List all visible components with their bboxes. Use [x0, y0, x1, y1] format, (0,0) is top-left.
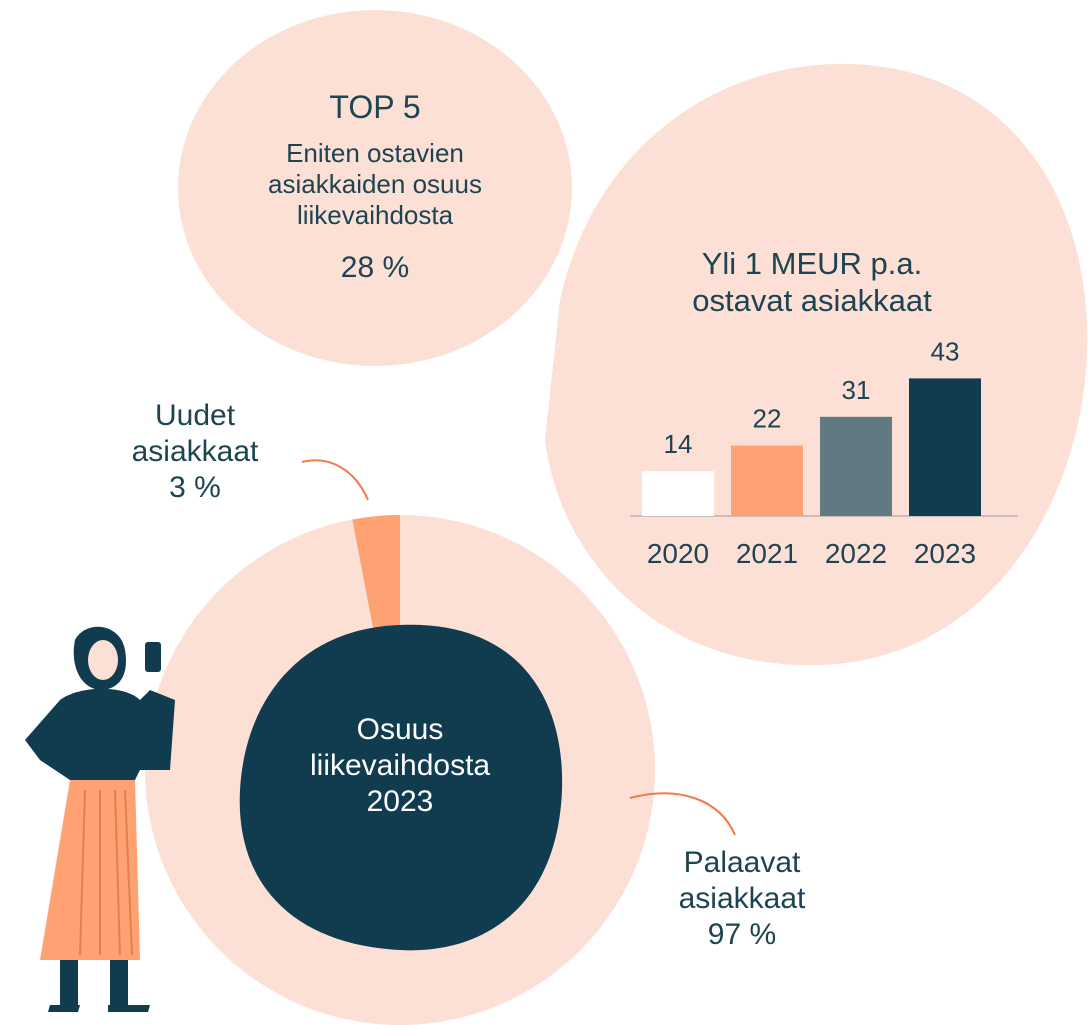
donut-title: Osuus liikevaihdosta 2023: [310, 712, 490, 820]
top5-text: Eniten ostavien asiakkaiden osuus liikev…: [244, 138, 506, 232]
value-label: 3 %: [120, 470, 270, 506]
x-tick-label: 2021: [736, 538, 798, 569]
bar: [909, 378, 981, 516]
category-label: Palaavat asiakkaat: [655, 845, 830, 917]
category-label: Uudet asiakkaat: [120, 398, 270, 470]
bar: [820, 417, 892, 516]
value-label: 31: [842, 375, 871, 405]
x-tick-label: 2023: [914, 538, 976, 569]
top5-title: TOP 5: [329, 88, 420, 126]
value-label: 22: [753, 404, 782, 434]
bar-title: Yli 1 MEUR p.a. ostavat asiakkaat: [662, 245, 962, 319]
x-tick-label: 2020: [647, 538, 709, 569]
value-label: 14: [664, 429, 693, 459]
bar: [731, 446, 803, 516]
leader-line: [302, 460, 368, 500]
top5-value: 28 %: [341, 250, 409, 286]
x-tick-label: 2022: [825, 538, 887, 569]
value-label: 43: [931, 336, 960, 366]
infographic: 14 2020 22 2021 31 2022 43 2023 TOP 5 Eniten os…: [0, 0, 1088, 1025]
value-label: 97 %: [655, 917, 830, 953]
bar: [642, 471, 714, 516]
graphics: 14 2020 22 2021 31 2022 43 2023: [0, 0, 1088, 1025]
bar-bubble: [545, 64, 1087, 665]
